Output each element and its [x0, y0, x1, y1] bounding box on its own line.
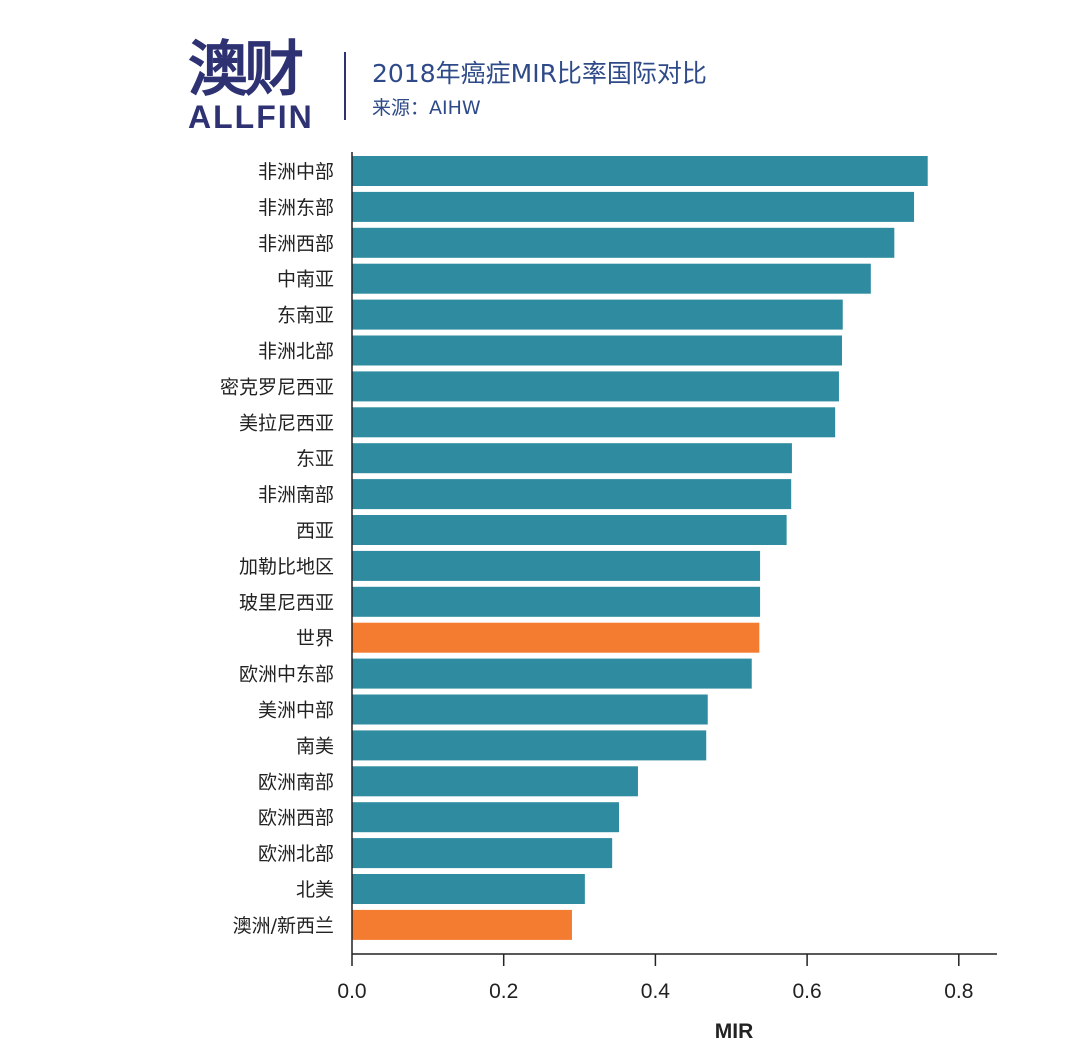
bar-1 — [352, 191, 915, 222]
x-axis-label: MIR — [715, 1020, 754, 1043]
x-tick-label: 0.0 — [337, 980, 366, 1003]
bar-12 — [352, 586, 761, 617]
bar-21 — [352, 909, 572, 940]
category-label: 欧洲西部 — [258, 807, 334, 829]
category-label: 非洲西部 — [258, 233, 334, 255]
bar-14 — [352, 658, 752, 689]
bar-5 — [352, 335, 842, 366]
bar-9 — [352, 479, 792, 510]
bar-7 — [352, 407, 836, 438]
bar-16 — [352, 730, 707, 761]
bar-8 — [352, 443, 792, 474]
category-label: 欧洲南部 — [258, 771, 334, 793]
category-label: 美拉尼西亚 — [239, 412, 334, 434]
category-label: 欧洲北部 — [258, 843, 334, 865]
category-label: 澳洲/新西兰 — [233, 915, 334, 937]
category-label: 美洲中部 — [258, 700, 334, 722]
logo-en-text: ALLFIN — [188, 99, 314, 135]
category-label: 中南亚 — [277, 269, 334, 291]
category-label: 欧洲中东部 — [239, 664, 334, 686]
bar-19 — [352, 838, 613, 869]
bar-3 — [352, 263, 871, 294]
header-divider — [344, 52, 346, 120]
x-tick-label: 0.2 — [489, 980, 518, 1003]
category-label: 非洲南部 — [258, 484, 334, 506]
bar-10 — [352, 515, 787, 545]
bar-18 — [352, 802, 619, 833]
category-label: 东亚 — [296, 448, 334, 470]
category-label: 东南亚 — [277, 305, 334, 327]
allfin-logo: 澳财 ALLFIN — [188, 35, 314, 135]
bar-2 — [352, 227, 895, 258]
category-label: 非洲中部 — [258, 161, 334, 183]
category-label: 非洲北部 — [258, 341, 334, 363]
bar-6 — [352, 371, 839, 402]
bar-13 — [352, 622, 760, 653]
x-tick-label: 0.6 — [792, 980, 821, 1003]
bar-20 — [352, 874, 585, 904]
chart-title: 2018年癌症MIR比率国际对比 — [372, 59, 707, 88]
bar-0 — [352, 156, 928, 186]
category-label: 北美 — [296, 879, 334, 901]
category-label: 世界 — [296, 628, 334, 650]
category-label: 密克罗尼西亚 — [220, 376, 334, 398]
category-label: 玻里尼西亚 — [239, 592, 334, 614]
category-label: 南美 — [296, 735, 334, 757]
category-label: 西亚 — [296, 520, 334, 542]
chart-source: 来源：AIHW — [372, 97, 481, 119]
x-tick-label: 0.4 — [641, 980, 671, 1003]
bar-17 — [352, 766, 638, 797]
bar-15 — [352, 694, 708, 725]
logo-cn-text: 澳财 — [188, 35, 304, 105]
x-tick-label: 0.8 — [944, 980, 973, 1003]
bar-4 — [352, 299, 843, 330]
category-label: 非洲东部 — [258, 197, 334, 219]
category-label: 加勒比地区 — [239, 556, 334, 578]
bar-11 — [352, 550, 761, 581]
